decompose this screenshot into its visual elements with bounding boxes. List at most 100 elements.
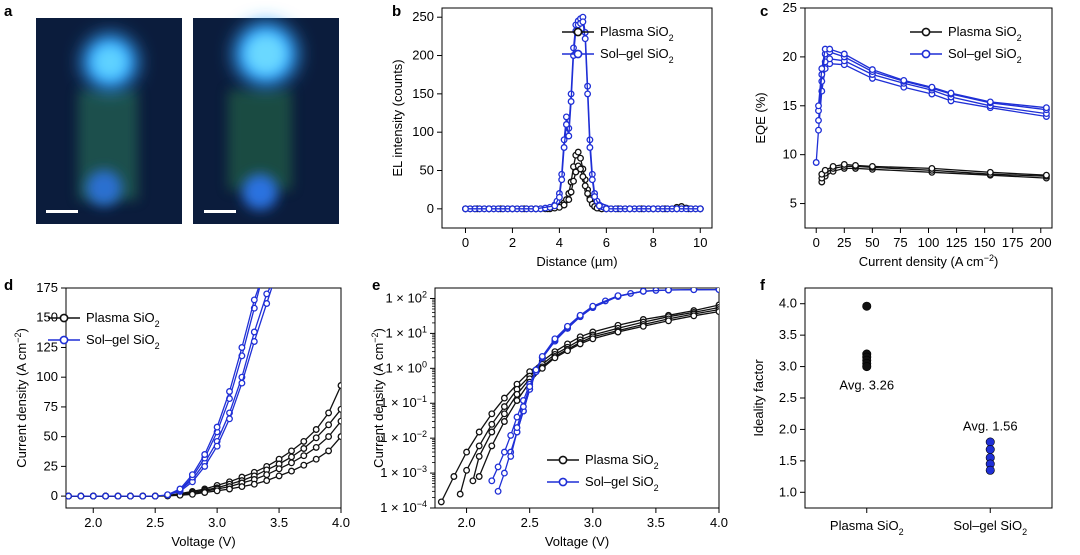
data-point [485, 205, 493, 213]
x-tick-label: 2.5 [146, 515, 164, 530]
data-point [1042, 171, 1050, 179]
y-tick-base: 1 × 10 [380, 430, 417, 445]
data-point [862, 362, 872, 372]
micrograph-right [193, 18, 339, 224]
data-point [226, 415, 233, 423]
data-point [312, 455, 320, 463]
data-point [126, 492, 134, 500]
y-tick-exp: 0 [422, 359, 427, 369]
data-point [538, 364, 546, 372]
data-point [258, 282, 264, 288]
legend-marker [573, 27, 583, 37]
data-point [579, 18, 587, 26]
series-line [167, 288, 260, 496]
data-point [500, 448, 508, 456]
series-line [68, 385, 341, 497]
data-point [238, 379, 246, 387]
data-point [213, 442, 221, 450]
data-point [258, 279, 264, 285]
data-point [690, 288, 698, 294]
data-point [500, 403, 508, 411]
y-tick-label: 1 × 101 [385, 324, 427, 340]
data-point [250, 296, 258, 304]
data-point [840, 160, 848, 168]
legend-entry-part: Plasma SiO [600, 24, 669, 39]
data-point [862, 301, 872, 311]
data-point [986, 98, 994, 106]
y-tick-label: 25 [44, 458, 58, 473]
data-point [488, 442, 496, 450]
data-point [562, 113, 570, 121]
data-point [1042, 104, 1050, 112]
data-point [928, 164, 936, 172]
chart-c: c 0 25 50 75 100 125 150 175 200 5 10 15 20 25 Current … [753, 0, 1053, 269]
plot-frame [804, 287, 1053, 509]
data-point [815, 116, 822, 124]
data-point [66, 492, 72, 500]
data-point [690, 312, 698, 320]
data-point [250, 338, 258, 345]
chart-e: e2.0 2.5 3.0 3.5 4.01 × 10−41 × 10−31 × 10−2… [370, 277, 728, 549]
data-point [589, 335, 597, 343]
data-point [300, 461, 308, 469]
data-point [829, 162, 837, 170]
y-tick-label: 100 [412, 124, 434, 139]
y-tick-label: 20 [783, 49, 797, 64]
data-point [463, 448, 471, 456]
data-point [337, 382, 341, 389]
panel-a: a [4, 3, 339, 224]
data-point [565, 196, 573, 204]
y-tick-label: 125 [36, 339, 58, 354]
data-point [565, 132, 573, 140]
data-point [513, 390, 521, 398]
data-point [213, 487, 221, 495]
data-point [475, 442, 483, 450]
y-tick-label: 1 × 102 [385, 289, 427, 305]
y-axis-label-part: Current density (A cm [14, 343, 29, 468]
x-tick-label: 3.0 [208, 515, 226, 530]
data-point [462, 205, 469, 213]
series-line [167, 288, 261, 496]
x-tick-label: 2.0 [84, 515, 102, 530]
legend-entry-part: 2 [669, 33, 674, 43]
data-point [581, 35, 589, 43]
data-point [567, 188, 575, 196]
data-point [300, 437, 308, 445]
x-axis-label-part: Current density (A cm [859, 254, 984, 269]
y-axis-label: Current density (A cm−2) [370, 328, 386, 468]
data-point [488, 428, 496, 436]
data-point [614, 292, 622, 300]
x-tick-label: 3.5 [270, 515, 288, 530]
x-tick-label: 50 [865, 235, 879, 250]
data-point [815, 102, 822, 110]
y-tick-exp: 1 [422, 324, 427, 334]
data-point [475, 473, 483, 480]
data-point [900, 76, 908, 84]
y-tick-label: 2.5 [779, 390, 797, 405]
y-tick-exp: 2 [422, 289, 427, 299]
data-point [639, 288, 647, 295]
legend-entry-part: 2 [654, 461, 659, 471]
y-tick-exp: −3 [417, 464, 427, 474]
x-tick-label: 4.0 [710, 515, 728, 530]
data-point [488, 410, 496, 418]
data-point [567, 98, 575, 105]
legend-entry: Plasma SiO2 [600, 24, 674, 43]
x-tick-label: 75 [893, 235, 907, 250]
data-point [513, 397, 521, 404]
y-axis-label-part: ) [14, 328, 29, 332]
data-point [519, 403, 527, 411]
data-point [574, 148, 582, 156]
y-axis-label: Current density (A cm−2) [13, 328, 29, 468]
data-point [507, 431, 515, 439]
series-group [437, 288, 719, 506]
data-point [815, 126, 822, 134]
series-line [167, 288, 273, 496]
data-point [507, 452, 515, 460]
y-tick-base: 1 × 10 [385, 360, 422, 375]
y-tick-label: 25 [783, 0, 797, 15]
y-tick-exp: −1 [417, 394, 427, 404]
x-tick-label: 3.0 [584, 515, 602, 530]
data-point [475, 428, 483, 436]
